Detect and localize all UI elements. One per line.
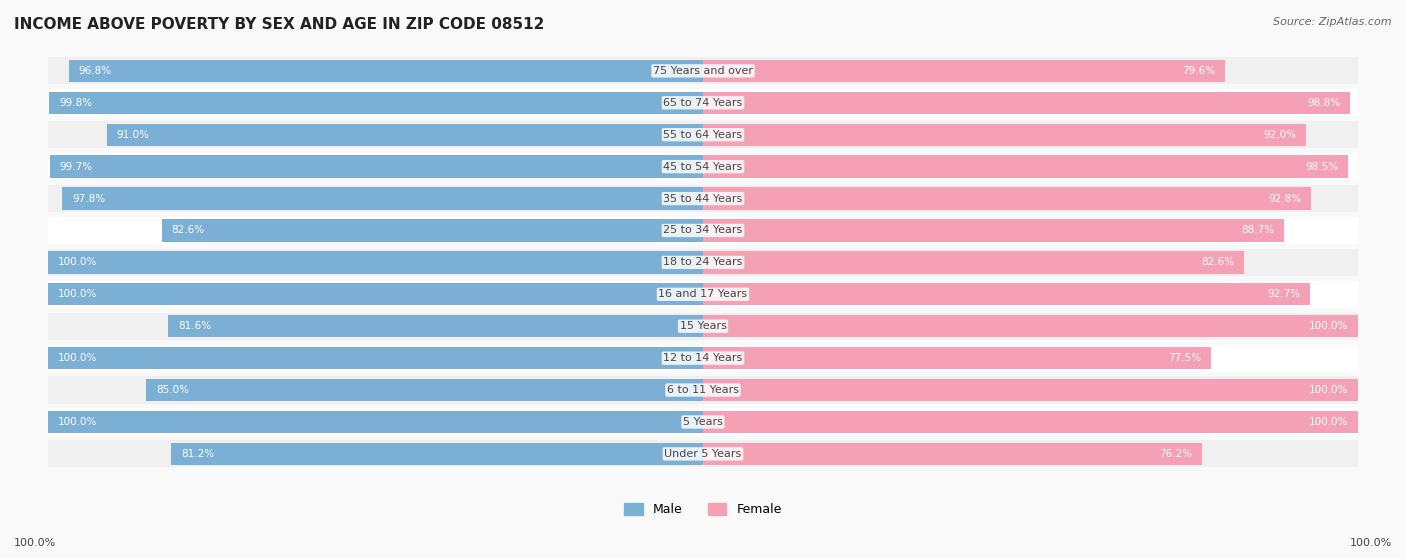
Bar: [48, 411, 703, 433]
Text: 76.2%: 76.2%: [1160, 449, 1192, 459]
Text: 6 to 11 Years: 6 to 11 Years: [666, 385, 740, 395]
Text: 12 to 14 Years: 12 to 14 Years: [664, 353, 742, 363]
Bar: [48, 440, 1358, 467]
Bar: [48, 121, 1358, 148]
Text: 18 to 24 Years: 18 to 24 Years: [664, 257, 742, 267]
Bar: [48, 347, 703, 369]
Text: 99.8%: 99.8%: [59, 98, 91, 108]
Text: 75 Years and over: 75 Years and over: [652, 66, 754, 76]
Text: 100.0%: 100.0%: [1309, 321, 1348, 331]
Text: 91.0%: 91.0%: [117, 130, 149, 140]
Bar: [169, 315, 703, 338]
Bar: [48, 409, 1358, 435]
Bar: [49, 92, 703, 114]
Text: 100.0%: 100.0%: [1309, 417, 1348, 427]
Text: 15 Years: 15 Years: [679, 321, 727, 331]
Text: 88.7%: 88.7%: [1241, 225, 1274, 235]
Bar: [703, 411, 1358, 433]
Text: 100.0%: 100.0%: [58, 417, 97, 427]
Text: 100.0%: 100.0%: [1350, 538, 1392, 548]
Bar: [48, 251, 703, 273]
Text: INCOME ABOVE POVERTY BY SEX AND AGE IN ZIP CODE 08512: INCOME ABOVE POVERTY BY SEX AND AGE IN Z…: [14, 17, 544, 32]
Text: 16 and 17 Years: 16 and 17 Years: [658, 290, 748, 299]
Bar: [703, 347, 1211, 369]
Text: 92.8%: 92.8%: [1268, 193, 1301, 203]
Text: 65 to 74 Years: 65 to 74 Years: [664, 98, 742, 108]
Text: 100.0%: 100.0%: [1309, 385, 1348, 395]
Text: 77.5%: 77.5%: [1168, 353, 1201, 363]
Bar: [703, 60, 1225, 82]
Text: 25 to 34 Years: 25 to 34 Years: [664, 225, 742, 235]
Text: 5 Years: 5 Years: [683, 417, 723, 427]
Bar: [172, 443, 703, 465]
Bar: [48, 153, 1358, 180]
Bar: [48, 58, 1358, 84]
Bar: [107, 124, 703, 146]
Text: 100.0%: 100.0%: [14, 538, 56, 548]
Text: 45 to 54 Years: 45 to 54 Years: [664, 162, 742, 172]
Text: 82.6%: 82.6%: [1201, 257, 1234, 267]
Text: 92.7%: 92.7%: [1267, 290, 1301, 299]
Text: 100.0%: 100.0%: [58, 353, 97, 363]
Bar: [62, 187, 703, 210]
Bar: [48, 89, 1358, 116]
Bar: [703, 124, 1306, 146]
Bar: [703, 187, 1310, 210]
Bar: [703, 251, 1244, 273]
Bar: [703, 219, 1284, 241]
Text: 79.6%: 79.6%: [1181, 66, 1215, 76]
Text: Under 5 Years: Under 5 Years: [665, 449, 741, 459]
Legend: Male, Female: Male, Female: [619, 498, 787, 522]
Bar: [162, 219, 703, 241]
Bar: [703, 283, 1310, 305]
Bar: [48, 283, 703, 305]
Text: 100.0%: 100.0%: [58, 290, 97, 299]
Bar: [49, 155, 703, 178]
Bar: [48, 281, 1358, 308]
Bar: [48, 377, 1358, 404]
Bar: [48, 312, 1358, 340]
Text: 96.8%: 96.8%: [79, 66, 111, 76]
Bar: [48, 185, 1358, 212]
Bar: [703, 443, 1202, 465]
Text: 99.7%: 99.7%: [59, 162, 93, 172]
Text: 97.8%: 97.8%: [72, 193, 105, 203]
Bar: [703, 315, 1358, 338]
Bar: [48, 249, 1358, 276]
Text: 35 to 44 Years: 35 to 44 Years: [664, 193, 742, 203]
Text: 100.0%: 100.0%: [58, 257, 97, 267]
Bar: [703, 379, 1358, 401]
Text: 55 to 64 Years: 55 to 64 Years: [664, 130, 742, 140]
Text: 82.6%: 82.6%: [172, 225, 205, 235]
Text: 81.2%: 81.2%: [181, 449, 214, 459]
Bar: [146, 379, 703, 401]
Bar: [703, 92, 1350, 114]
Text: 98.5%: 98.5%: [1305, 162, 1339, 172]
Text: Source: ZipAtlas.com: Source: ZipAtlas.com: [1274, 17, 1392, 27]
Bar: [69, 60, 703, 82]
Text: 85.0%: 85.0%: [156, 385, 188, 395]
Text: 81.6%: 81.6%: [179, 321, 211, 331]
Text: 92.0%: 92.0%: [1263, 130, 1296, 140]
Bar: [48, 344, 1358, 372]
Bar: [703, 155, 1348, 178]
Bar: [48, 217, 1358, 244]
Text: 98.8%: 98.8%: [1308, 98, 1340, 108]
